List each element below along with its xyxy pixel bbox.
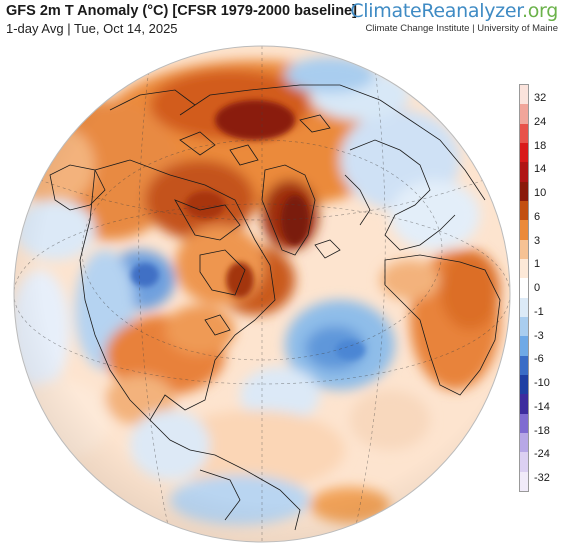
colorbar-swatch <box>520 432 528 453</box>
colorbar-tick-label: 32 <box>534 92 547 104</box>
colorbar-tick-label: -24 <box>534 448 550 461</box>
brand-subtitle: Climate Change Institute | University of… <box>365 23 558 34</box>
colorbar-tick-label: 10 <box>534 187 547 199</box>
colorbar-labels: 32 24 18 14 10 6 3 1 0 -1 -3 -6 -10 -14 -18 -24 -32 <box>534 84 562 492</box>
brand-logo[interactable]: ClimateReanalyzer.org <box>350 0 558 22</box>
colorbar-swatch <box>520 394 528 414</box>
colorbar-tick-label: -3 <box>534 329 544 342</box>
colorbar-swatch <box>520 413 528 433</box>
colorbar-tick-label: 14 <box>534 163 547 176</box>
brand-part-reanalyzer: Reanalyzer <box>421 0 522 22</box>
colorbar-tick-label: 3 <box>534 234 541 247</box>
colorbar-swatch <box>520 471 528 491</box>
colorbar-swatch <box>520 85 528 105</box>
colorbar-tick-label: 24 <box>534 115 547 128</box>
colorbar-tick-label: 1 <box>534 258 541 271</box>
colorbar-swatch <box>520 355 528 375</box>
colorbar-tick-label: -14 <box>534 400 550 413</box>
colorbar-swatch <box>520 297 528 317</box>
colorbar-swatch <box>520 104 528 124</box>
colorbar-swatch <box>520 336 528 356</box>
colorbar-swatch <box>520 142 528 163</box>
colorbar-swatch <box>520 200 528 221</box>
brand-part-org: .org <box>521 0 558 22</box>
colorbar-tick-label: 18 <box>534 139 547 152</box>
colorbar-tick-label: 6 <box>534 210 541 223</box>
colorbar-swatch <box>520 123 528 143</box>
brand-part-climate: Climate <box>350 0 422 22</box>
colorbar-tick-label: -32 <box>534 472 550 484</box>
colorbar-swatch <box>520 220 528 240</box>
colorbar-swatch <box>520 181 528 201</box>
colorbar-swatch <box>520 374 528 395</box>
map-title: GFS 2m T Anomaly (°C) [CFSR 1979-2000 ba… <box>6 3 357 19</box>
colorbar-swatch <box>520 239 528 259</box>
colorbar-tick-label: 0 <box>534 282 541 294</box>
map-subtitle: 1-day Avg | Tue, Oct 14, 2025 <box>6 21 178 36</box>
colorbar <box>519 84 529 492</box>
colorbar-swatch <box>520 258 528 279</box>
colorbar-tick-label: -10 <box>534 377 550 389</box>
colorbar-tick-label: -6 <box>534 353 544 366</box>
colorbar-swatch <box>520 162 528 182</box>
colorbar-swatch <box>520 316 528 337</box>
colorbar-tick-label: -18 <box>534 424 550 437</box>
colorbar-swatch <box>520 278 528 298</box>
colorbar-swatch <box>520 452 528 472</box>
colorbar-tick-label: -1 <box>534 305 544 318</box>
